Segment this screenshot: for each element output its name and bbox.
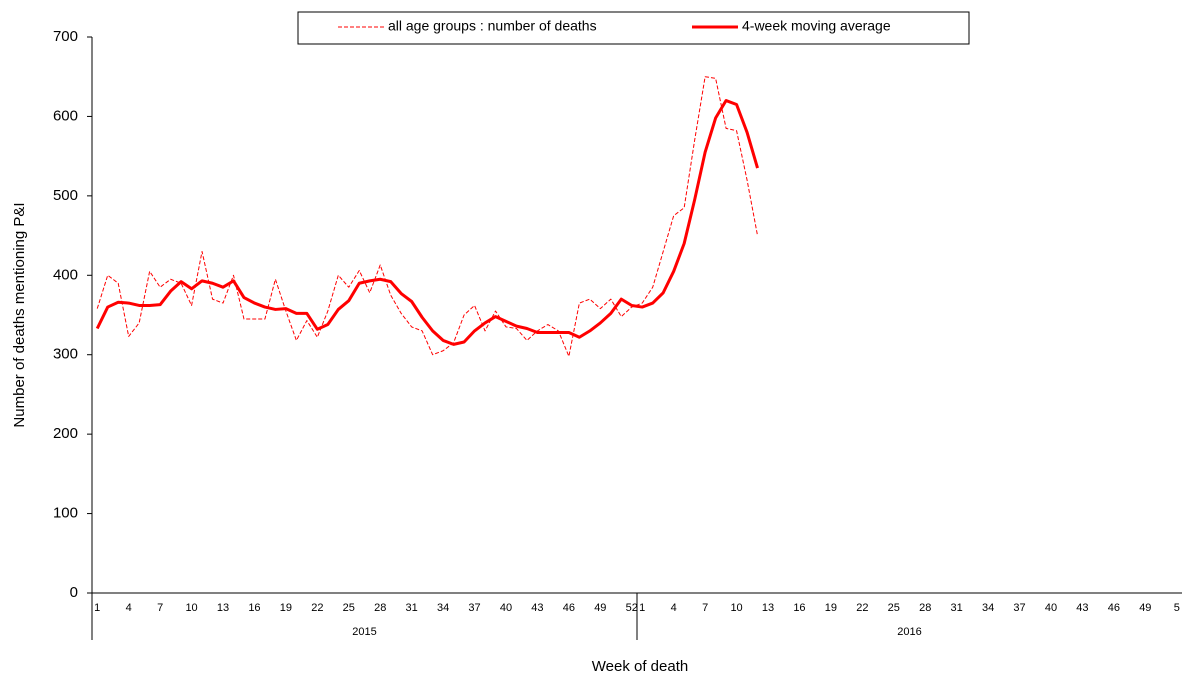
x-tick-label: 4 [126, 602, 132, 614]
x-tick-label: 31 [406, 602, 418, 614]
x-tick-label: 28 [374, 602, 386, 614]
group-label: 2016 [897, 626, 921, 638]
x-tick-label: 52 [626, 602, 638, 614]
x-tick-label: 19 [825, 602, 837, 614]
group-label: 2015 [352, 626, 376, 638]
x-tick-label: 28 [919, 602, 931, 614]
x-tick-label: 31 [951, 602, 963, 614]
x-tick-label: 10 [185, 602, 197, 614]
x-tick-label: 22 [856, 602, 868, 614]
x-tick-label: 49 [1139, 602, 1151, 614]
x-tick-label: 13 [217, 602, 229, 614]
y-tick-label: 300 [53, 346, 78, 363]
legend-label: 4-week moving average [742, 18, 891, 34]
x-tick-label: 49 [594, 602, 606, 614]
x-tick-label: 10 [730, 602, 742, 614]
x-tick-label: 1 [94, 602, 100, 614]
legend-box [297, 11, 970, 45]
x-tick-label: 34 [982, 602, 994, 614]
x-tick-label: 7 [157, 602, 163, 614]
y-tick-label: 400 [53, 266, 78, 283]
y-tick-label: 200 [53, 425, 78, 442]
y-axis-label: Number of deaths mentioning P&I [11, 202, 28, 427]
y-tick-label: 0 [70, 584, 78, 601]
x-tick-label: 34 [437, 602, 449, 614]
x-tick-label: 5 [1174, 602, 1180, 614]
x-tick-label: 40 [500, 602, 512, 614]
x-tick-label: 43 [1076, 602, 1088, 614]
x-tick-label: 16 [793, 602, 805, 614]
x-tick-label: 16 [248, 602, 260, 614]
series-line [96, 76, 759, 357]
x-tick-label: 43 [531, 602, 543, 614]
x-axis-label: Week of death [592, 658, 688, 675]
x-tick-label: 46 [563, 602, 575, 614]
x-tick-label: 37 [468, 602, 480, 614]
x-tick-label: 46 [1108, 602, 1120, 614]
x-tick-label: 22 [311, 602, 323, 614]
x-tick-label: 25 [343, 602, 355, 614]
y-tick-label: 500 [53, 187, 78, 204]
x-tick-label: 4 [671, 602, 677, 614]
series-line [95, 99, 759, 346]
y-tick-label: 600 [53, 107, 78, 124]
y-tick-label: 100 [53, 505, 78, 522]
x-tick-label: 37 [1013, 602, 1025, 614]
x-tick-label: 7 [702, 602, 708, 614]
y-tick-label: 700 [53, 28, 78, 45]
x-tick-label: 13 [762, 602, 774, 614]
x-tick-label: 19 [280, 602, 292, 614]
legend-label: all age groups : number of deaths [388, 18, 597, 34]
x-tick-label: 1 [639, 602, 645, 614]
x-tick-label: 25 [888, 602, 900, 614]
x-tick-label: 40 [1045, 602, 1057, 614]
